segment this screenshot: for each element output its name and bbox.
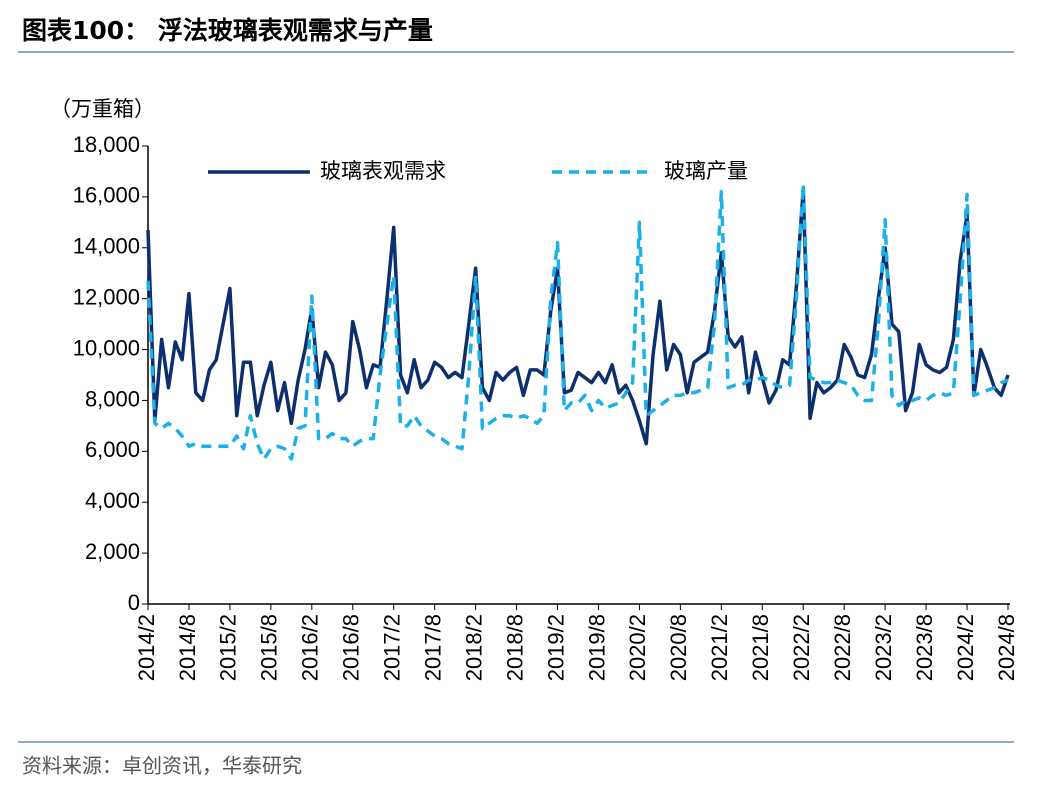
x-tick-label: 2017/8 — [420, 614, 445, 681]
y-tick-label: 4,000 — [85, 488, 140, 513]
x-tick-label: 2021/8 — [748, 614, 773, 681]
series-line — [146, 187, 1010, 446]
series-line — [146, 182, 1009, 461]
chart-title: 图表100： 浮法玻璃表观需求与产量 — [22, 16, 433, 45]
x-tick-label: 2021/2 — [707, 614, 732, 681]
x-tick-label: 2023/8 — [912, 614, 937, 681]
y-tick-label: 6,000 — [85, 437, 140, 462]
x-tick-label: 2014/2 — [134, 614, 159, 681]
x-tick-label: 2020/8 — [666, 614, 691, 681]
source: 资料来源：卓创资讯，华泰研究 — [22, 754, 302, 778]
x-tick-label: 2024/2 — [953, 614, 978, 681]
y-tick-label: 0 — [128, 590, 140, 615]
x-tick-label: 2016/8 — [339, 614, 364, 681]
y-tick-label: 2,000 — [85, 539, 140, 564]
legend-label: 玻璃表观需求 — [320, 159, 446, 183]
x-tick-label: 2014/8 — [175, 614, 200, 681]
x-tick-label: 2019/8 — [584, 614, 609, 681]
x-tick-label: 2022/2 — [789, 614, 814, 681]
y-tick-label: 12,000 — [73, 284, 140, 309]
x-tick-label: 2023/2 — [871, 614, 896, 681]
x-tick-label: 2024/8 — [994, 614, 1019, 681]
y-tick-label: 10,000 — [73, 335, 140, 360]
y-tick-label: 16,000 — [73, 183, 140, 208]
y-tick-label: 8,000 — [85, 386, 140, 411]
x-tick-label: 2015/8 — [257, 614, 282, 681]
y-unit: （万重箱） — [50, 97, 155, 121]
x-tick-label: 2020/2 — [625, 614, 650, 681]
x-tick-label: 2015/2 — [216, 614, 241, 681]
x-tick-label: 2016/2 — [298, 614, 323, 681]
x-tick-label: 2018/8 — [502, 614, 527, 681]
legend-label: 玻璃产量 — [664, 159, 748, 183]
y-tick-label: 18,000 — [73, 132, 140, 157]
x-tick-label: 2019/2 — [543, 614, 568, 681]
y-tick-label: 14,000 — [73, 234, 140, 259]
x-tick-label: 2022/8 — [830, 614, 855, 681]
x-tick-label: 2018/2 — [461, 614, 486, 681]
x-tick-label: 2017/2 — [380, 614, 405, 681]
